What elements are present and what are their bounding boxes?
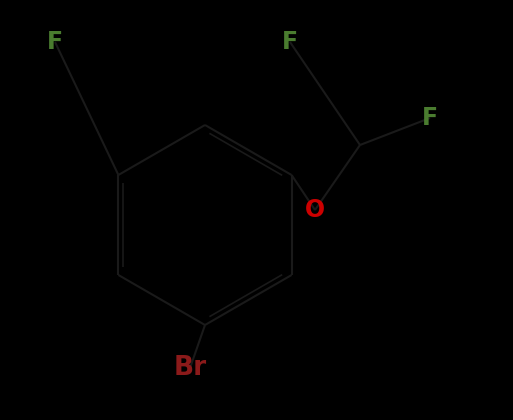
Text: O: O (305, 198, 325, 222)
Text: F: F (422, 106, 438, 130)
Text: F: F (47, 30, 63, 54)
Text: F: F (282, 30, 298, 54)
Text: Br: Br (173, 355, 207, 381)
